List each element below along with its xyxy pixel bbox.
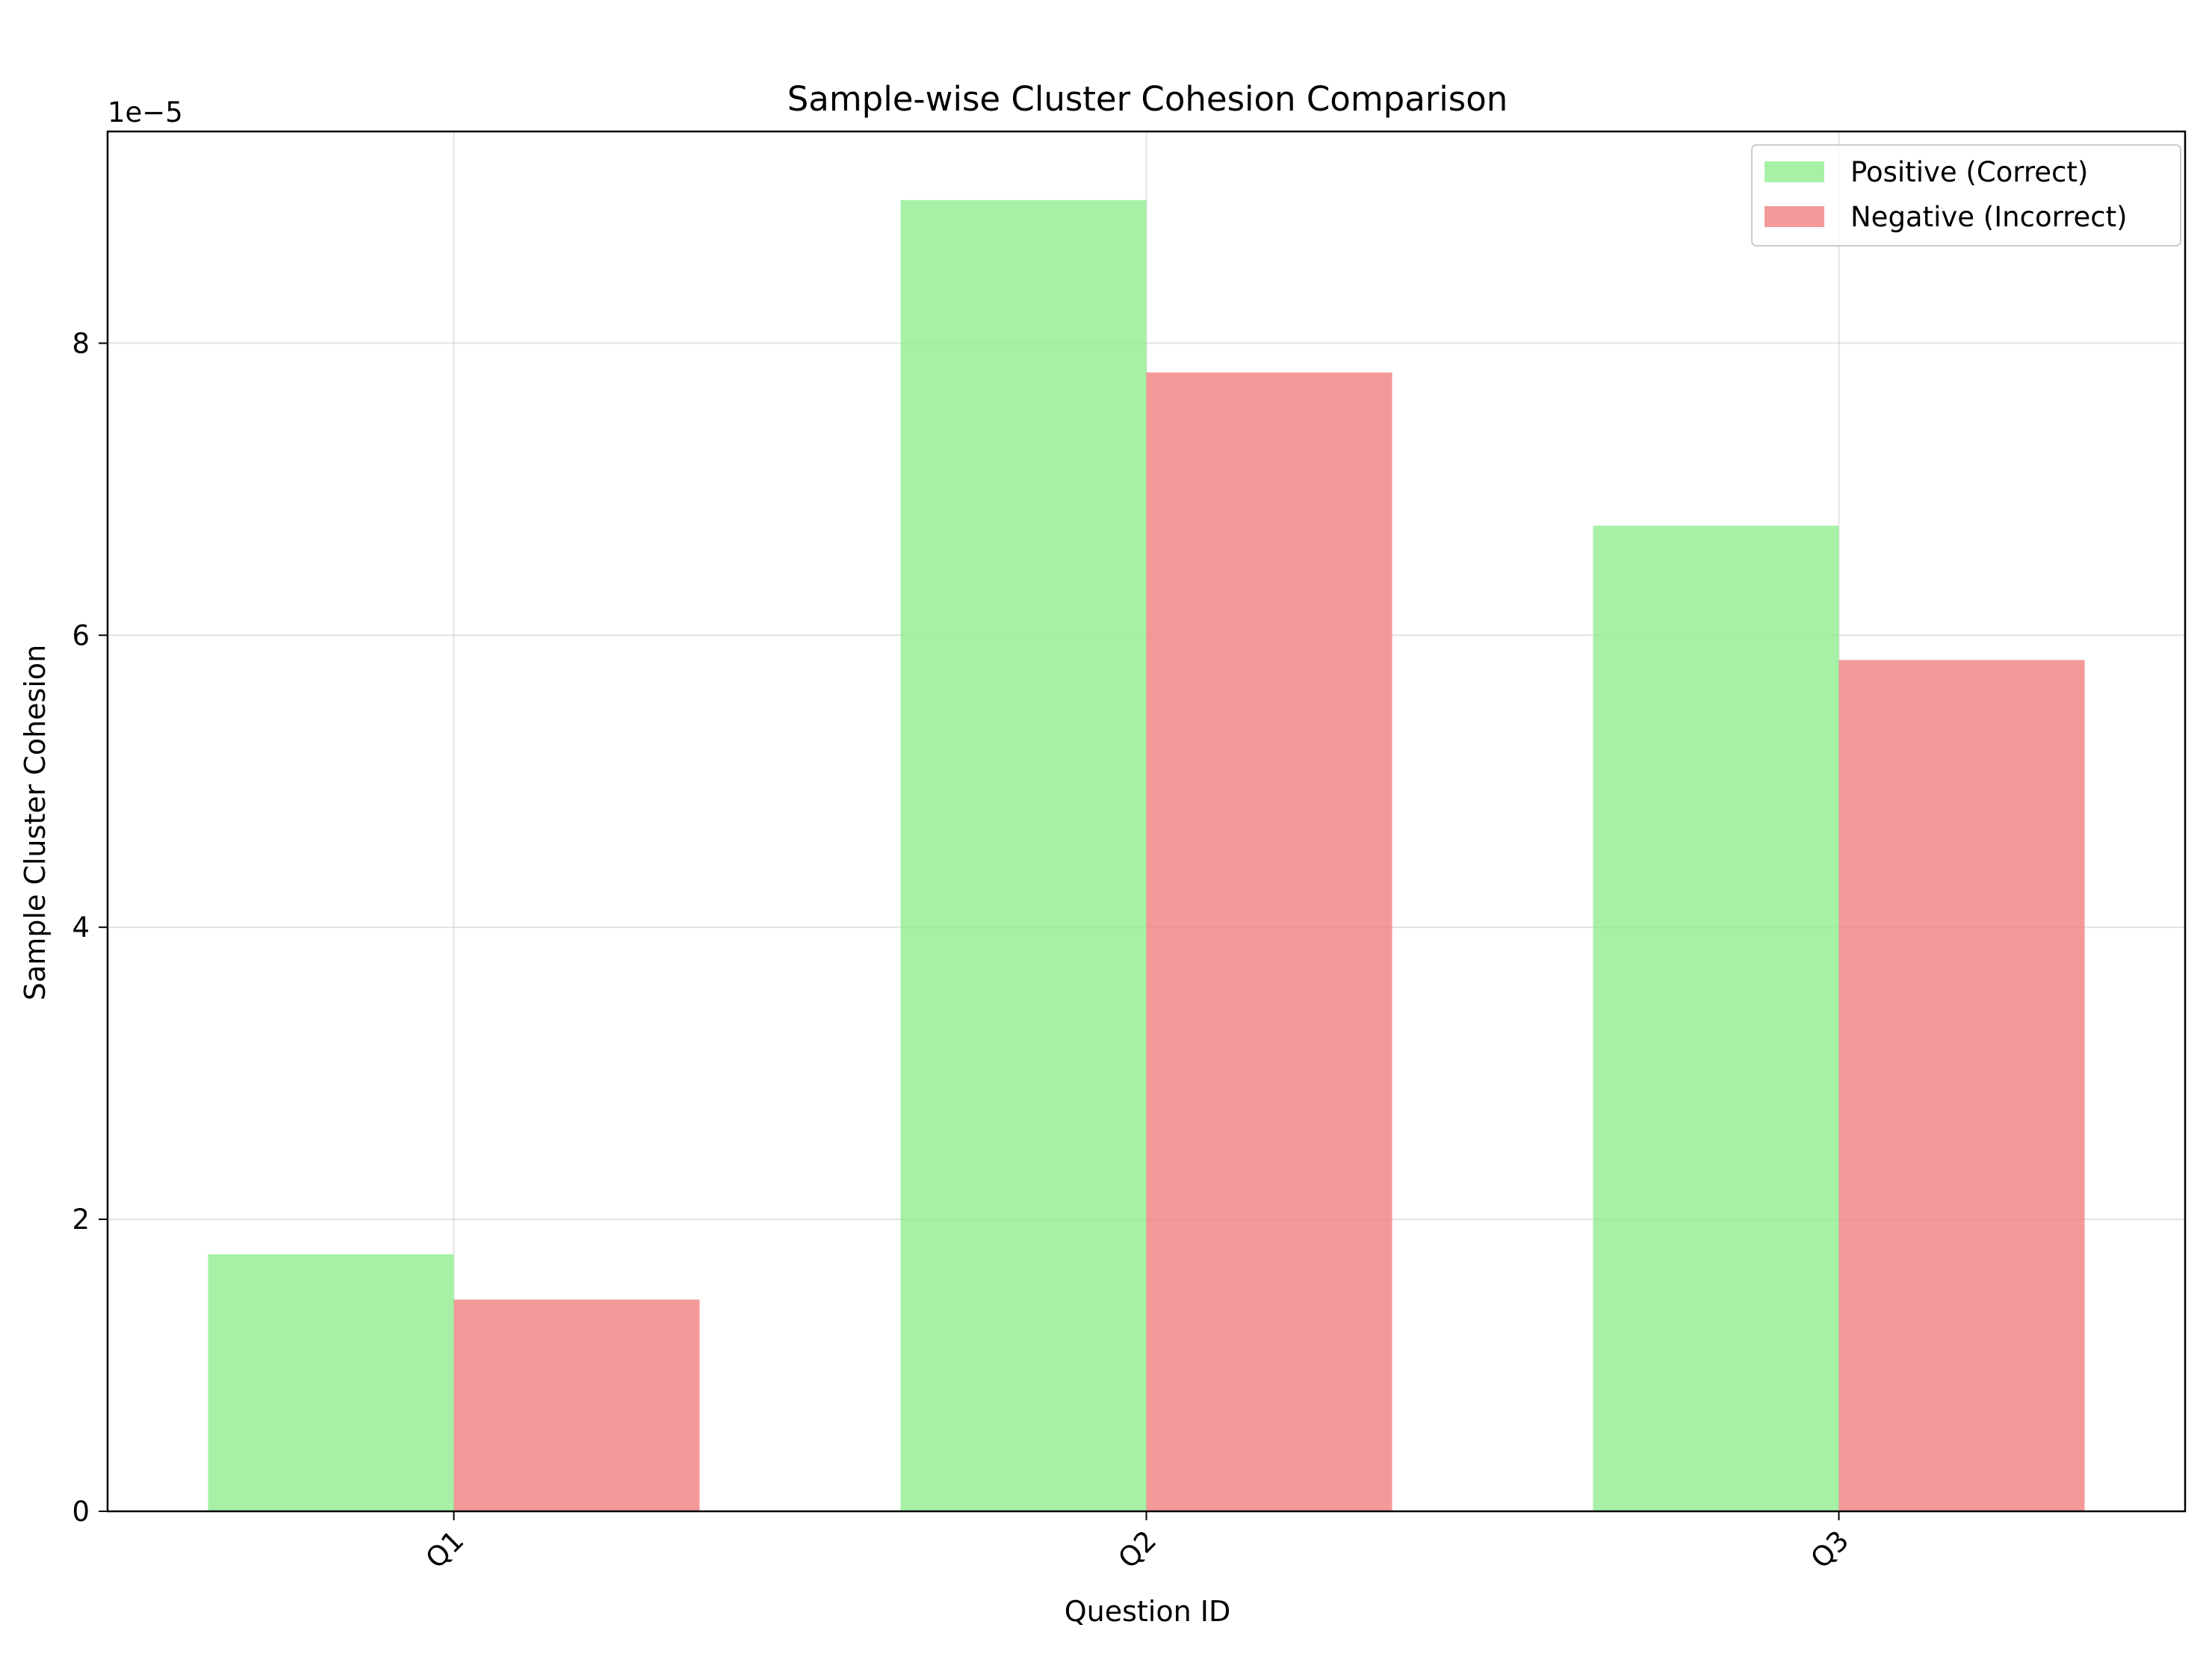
bar-positive-q2 [900,199,1147,1512]
bar-positive-q3 [1593,525,1839,1511]
y-tick-label: 2 [72,1204,90,1236]
bar-negative-q2 [1146,372,1392,1511]
legend-label-positive: Positive (Correct) [1850,156,2088,188]
chart-title: Sample-wise Cluster Cohesion Comparison [787,79,1508,119]
y-tick-label: 4 [72,911,90,944]
bar-layer [208,199,2085,1512]
y-axis-label: Sample Cluster Cohesion [19,645,52,1000]
y-axis-offset-label: 1e−5 [108,96,183,128]
y-tick-label: 8 [72,327,90,359]
bar-positive-q1 [208,1254,454,1511]
legend-swatch-negative [1765,206,1824,227]
bar-negative-q3 [1838,660,2085,1511]
legend-label-negative: Negative (Incorrect) [1850,201,2128,233]
y-tick-label: 6 [72,619,90,651]
legend-swatch-positive [1765,161,1824,182]
x-axis-label: Question ID [1065,1595,1231,1628]
legend: Positive (Correct) Negative (Incorrect) [1751,144,2181,247]
legend-frame [1751,144,2181,247]
y-tick-label: 0 [72,1496,90,1528]
bar-negative-q1 [453,1299,700,1511]
